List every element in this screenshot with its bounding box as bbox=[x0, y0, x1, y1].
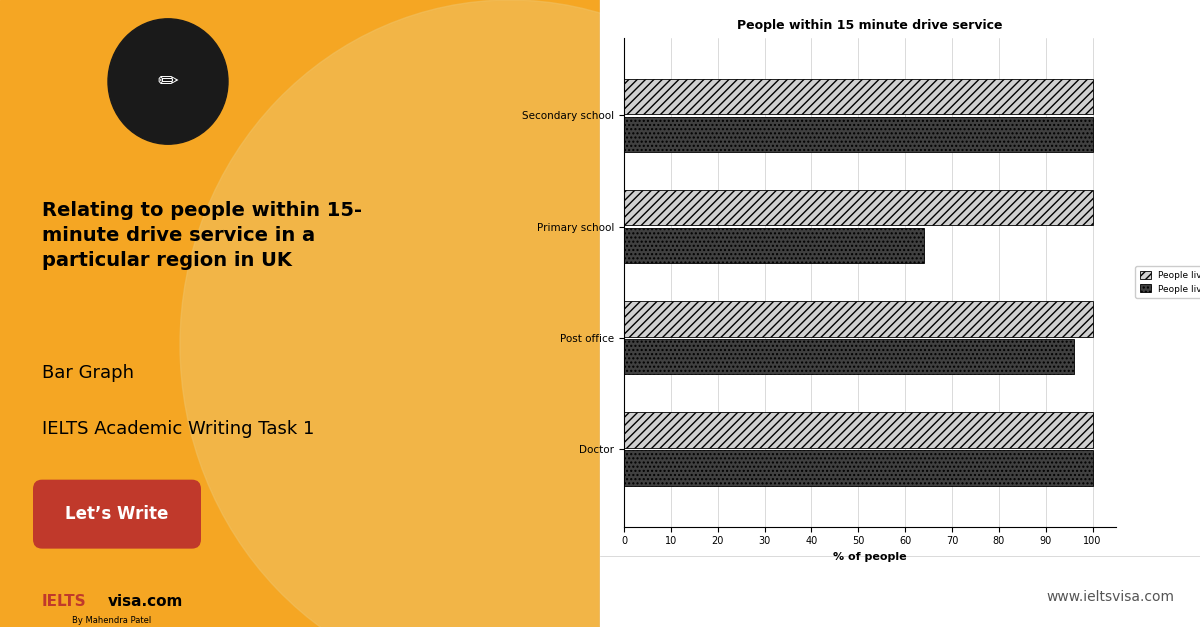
Circle shape bbox=[108, 19, 228, 144]
Text: Bar Graph: Bar Graph bbox=[42, 364, 134, 382]
Bar bbox=[624, 412, 1092, 448]
Text: Let’s Write: Let’s Write bbox=[65, 505, 169, 523]
Text: visa.com: visa.com bbox=[108, 594, 184, 609]
Bar bbox=[624, 117, 1092, 152]
Text: IELTS: IELTS bbox=[42, 594, 86, 609]
Text: By Mahendra Patel: By Mahendra Patel bbox=[72, 616, 151, 625]
Bar bbox=[624, 339, 1074, 374]
Title: People within 15 minute drive service: People within 15 minute drive service bbox=[737, 19, 1003, 32]
Text: IELTS Academic Writing Task 1: IELTS Academic Writing Task 1 bbox=[42, 420, 314, 438]
Bar bbox=[624, 190, 1092, 226]
Text: www.ieltsvisa.com: www.ieltsvisa.com bbox=[1046, 590, 1174, 604]
Legend: People living in urban areas, People living in rural areas: People living in urban areas, People liv… bbox=[1135, 266, 1200, 298]
X-axis label: % of people: % of people bbox=[833, 552, 907, 562]
Bar bbox=[624, 301, 1092, 337]
FancyBboxPatch shape bbox=[34, 480, 202, 549]
Circle shape bbox=[180, 0, 840, 627]
Text: ✏: ✏ bbox=[157, 70, 179, 93]
Bar bbox=[624, 79, 1092, 114]
Bar bbox=[624, 450, 1092, 485]
Bar bbox=[624, 228, 924, 263]
Text: Relating to people within 15-
minute drive service in a
particular region in UK: Relating to people within 15- minute dri… bbox=[42, 201, 362, 270]
